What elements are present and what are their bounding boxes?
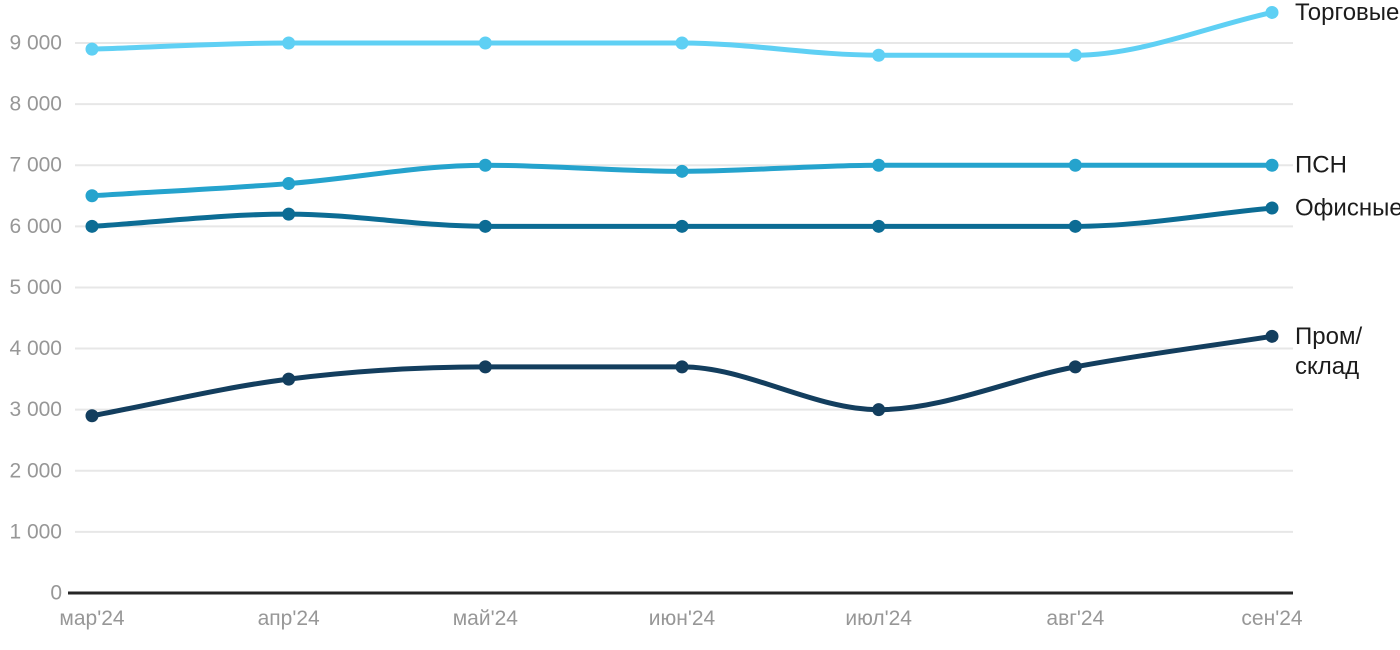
series-label: Пром/ — [1295, 323, 1362, 350]
data-point — [1068, 158, 1082, 172]
data-point — [282, 177, 296, 191]
series-label: ПСН — [1295, 152, 1347, 179]
data-point — [872, 158, 886, 172]
y-axis-tick-label: 4 000 — [9, 337, 62, 360]
x-axis-tick-label: сен'24 — [1241, 607, 1302, 630]
data-point — [675, 36, 689, 50]
data-point — [1265, 329, 1279, 343]
data-point — [478, 219, 492, 233]
y-axis-tick-label: 1 000 — [9, 520, 62, 543]
data-point — [1068, 219, 1082, 233]
y-axis-tick-label: 3 000 — [9, 398, 62, 421]
data-point — [85, 42, 99, 56]
data-point — [872, 219, 886, 233]
x-axis-tick-label: май'24 — [453, 607, 519, 630]
y-axis-tick-label: 8 000 — [9, 93, 62, 116]
y-axis-tick-label: 7 000 — [9, 154, 62, 177]
x-axis-tick-label: авг'24 — [1046, 607, 1104, 630]
data-point — [1265, 158, 1279, 172]
x-axis-tick-label: июн'24 — [649, 607, 716, 630]
data-point — [85, 219, 99, 233]
data-point — [872, 48, 886, 62]
series-label: Торговые — [1295, 0, 1399, 26]
data-point — [282, 372, 296, 386]
data-point — [85, 409, 99, 423]
data-point — [675, 219, 689, 233]
series-label: Офисные — [1295, 195, 1400, 222]
x-axis-tick-label: апр'24 — [258, 607, 320, 630]
data-point — [675, 360, 689, 374]
y-axis-tick-label: 2 000 — [9, 459, 62, 482]
x-axis-tick-label: мар'24 — [59, 607, 124, 630]
data-point — [282, 207, 296, 221]
data-point — [1265, 5, 1279, 19]
data-point — [282, 36, 296, 50]
data-point — [478, 158, 492, 172]
y-axis-tick-label: 9 000 — [9, 32, 62, 55]
data-point — [872, 403, 886, 417]
x-axis-tick-label: июл'24 — [845, 607, 912, 630]
data-point — [478, 36, 492, 50]
data-point — [1068, 48, 1082, 62]
y-axis-tick-label: 6 000 — [9, 215, 62, 238]
data-point — [1265, 201, 1279, 215]
y-axis-tick-label: 0 — [50, 582, 62, 605]
data-point — [1068, 360, 1082, 374]
y-axis-tick-label: 5 000 — [9, 276, 62, 299]
data-point — [478, 360, 492, 374]
series-label: склад — [1295, 353, 1359, 380]
data-point — [675, 164, 689, 178]
data-point — [85, 189, 99, 203]
